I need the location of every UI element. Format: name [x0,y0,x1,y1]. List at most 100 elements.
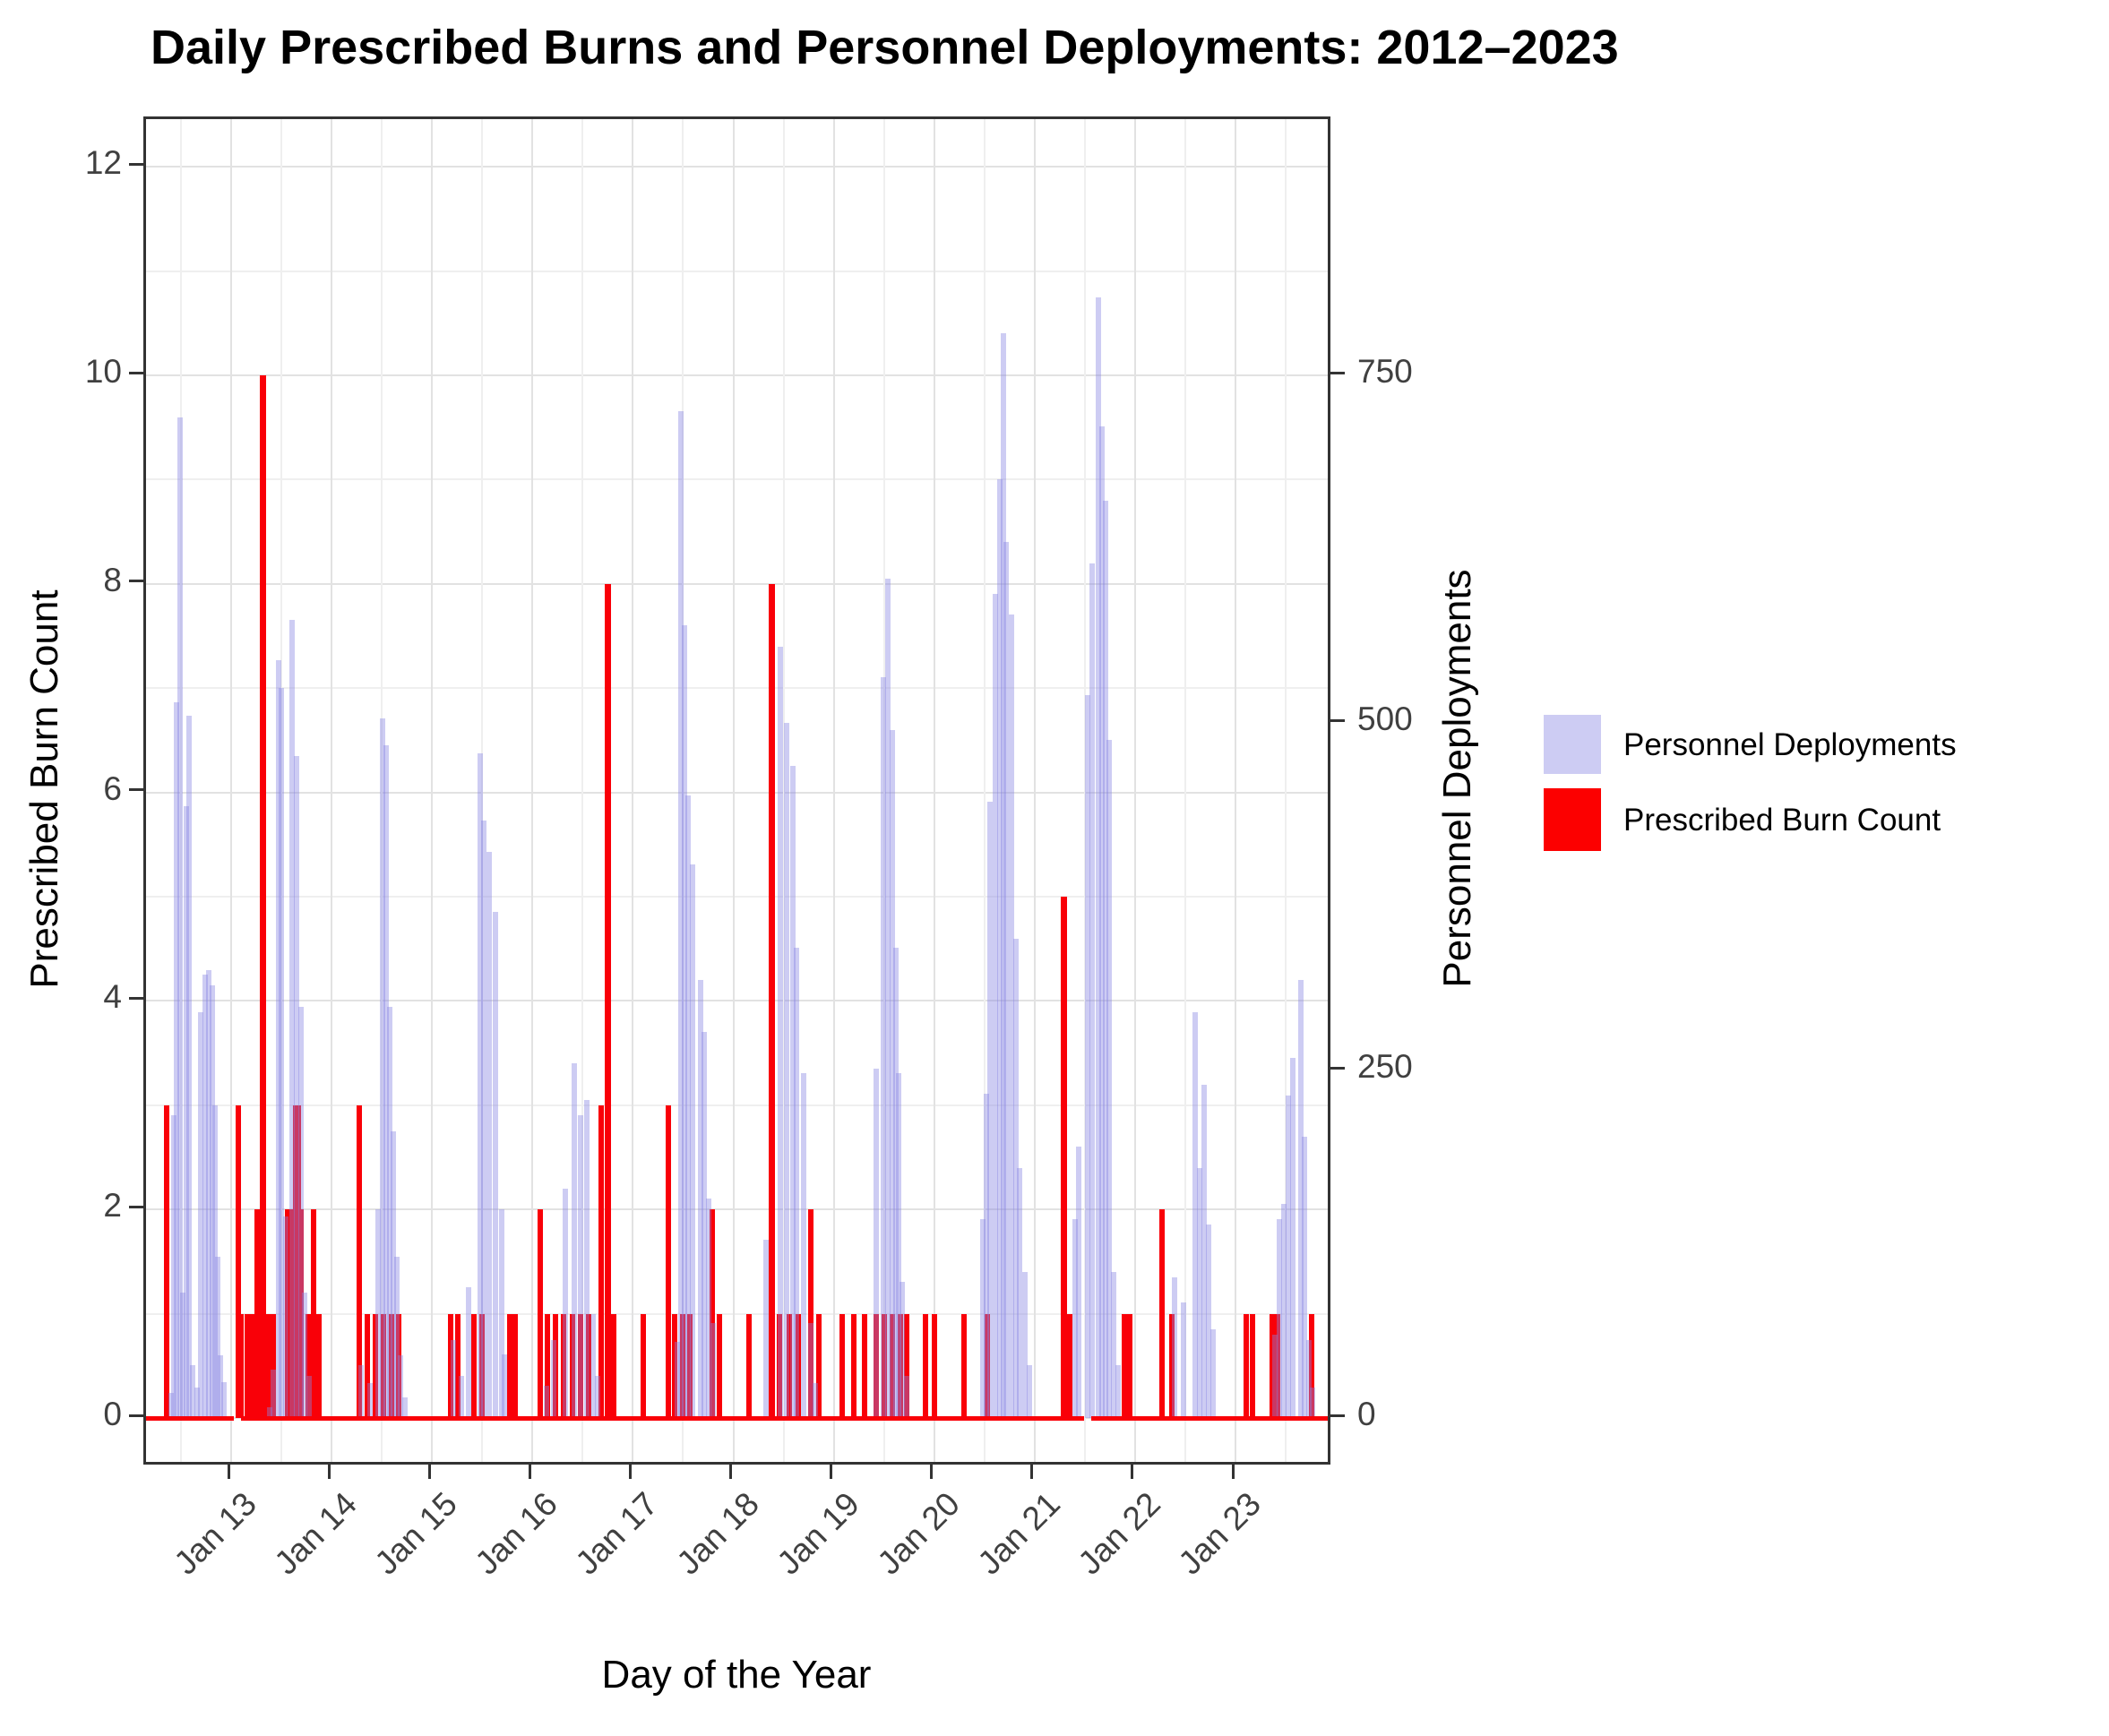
gridline-h [146,1312,1328,1315]
personnel-bar [983,1094,989,1418]
personnel-bar [674,1341,680,1418]
gridline-h [146,1000,1328,1002]
personnel-bar [1085,694,1091,1418]
personnel-bar [173,701,179,1418]
burn-bar [538,1209,544,1418]
burn-bar [1244,1313,1250,1418]
gridline-v [280,119,283,1462]
y-axis-tick-label: 12 [84,144,122,182]
personnel-bar [398,1355,404,1418]
burn-bar [271,1313,277,1418]
personnel-bar [889,729,895,1418]
burn-bar [381,1313,387,1418]
burn-bar [1127,1313,1133,1418]
personnel-bar [896,1073,902,1418]
gridline-h [146,1104,1328,1106]
y-axis-tick-label: 4 [103,978,122,1016]
personnel-bar [1076,1147,1082,1418]
burn-bar [985,1313,991,1418]
personnel-bar [1089,563,1095,1418]
burn-bar [665,1104,671,1418]
burn-bar [570,1313,576,1418]
y2-axis-tick-label: 500 [1357,700,1413,737]
personnel-bar [198,1011,204,1418]
burn-bar [851,1313,857,1418]
burn-bar [807,1209,813,1418]
personnel-bar [993,593,999,1418]
burn-bar [889,1313,895,1418]
zero-baseline-segment [146,1416,235,1421]
burn-bar [357,1104,363,1418]
personnel-bar [1095,297,1101,1418]
personnel-bar [701,1031,707,1418]
y-axis-right-title: Personnel Deployments [1435,569,1479,988]
x-axis-tick [427,1465,431,1479]
personnel-bar [458,1376,464,1418]
zero-baseline-segment [241,1416,1084,1421]
burn-bar [839,1313,845,1418]
gridline-v [230,119,232,1462]
gridline-h [146,791,1328,794]
y-axis-tick [129,996,143,1000]
gridline-h [146,582,1328,585]
burn-bar [716,1313,722,1418]
gridline-v [1083,119,1086,1462]
personnel-bar [1297,980,1304,1418]
personnel-bar [401,1397,408,1418]
gridline-h [146,374,1328,376]
personnel-bar [1103,500,1109,1418]
burn-bar [815,1313,822,1418]
burn-bar [578,1313,584,1418]
personnel-bar [1180,1302,1186,1418]
personnel-bar [202,974,208,1418]
personnel-bar [1302,1137,1308,1418]
burn-bar [777,1313,783,1418]
burn-bar [545,1313,551,1418]
personnel-bar [1012,938,1019,1418]
burn-bar [298,1209,305,1418]
burn-bar [931,1313,937,1418]
personnel-bar [493,912,499,1418]
personnel-bar [465,1287,471,1418]
personnel-bar [186,716,193,1418]
burn-bar [1121,1313,1127,1418]
y-axis-tick [129,371,143,374]
burn-bar [506,1313,512,1418]
burn-bar [881,1313,887,1418]
personnel-bar [1310,1387,1316,1418]
personnel-bar [366,1383,373,1418]
burn-bar [164,1104,170,1418]
personnel-bar [789,766,796,1418]
chart-title: Daily Prescribed Burns and Personnel Dep… [151,21,1619,74]
plot-panel [143,116,1330,1465]
burn-bar [1169,1313,1175,1418]
personnel-bar [486,852,492,1418]
y2-axis-tick [1330,1414,1345,1417]
burn-bar [1067,1313,1073,1418]
burn-bar [1275,1313,1281,1418]
y2-axis-tick [1330,371,1345,374]
personnel-bar [583,1099,590,1418]
burn-bar [289,1209,296,1418]
personnel-bar [293,756,299,1418]
personnel-bar [1027,1365,1033,1418]
burn-bar [922,1313,928,1418]
personnel-bar [1205,1225,1211,1418]
legend-label-burns: Prescribed Burn Count [1623,803,1941,838]
burn-bar [373,1313,379,1418]
personnel-bar [1003,542,1010,1418]
x-axis-tick [227,1465,230,1479]
personnel-bar [1286,1095,1292,1418]
personnel-bar [380,718,386,1418]
personnel-bar [1021,1272,1028,1418]
gridline-v [531,119,534,1462]
personnel-bar [180,1293,186,1418]
personnel-bar [763,1240,770,1418]
burn-bar [249,1313,255,1418]
gridline-v [682,119,684,1462]
x-axis-tick [729,1465,732,1479]
x-axis-tick [1131,1465,1134,1479]
burn-bar [1060,897,1067,1418]
personnel-bar [215,1256,221,1418]
burn-bar [260,375,267,1418]
